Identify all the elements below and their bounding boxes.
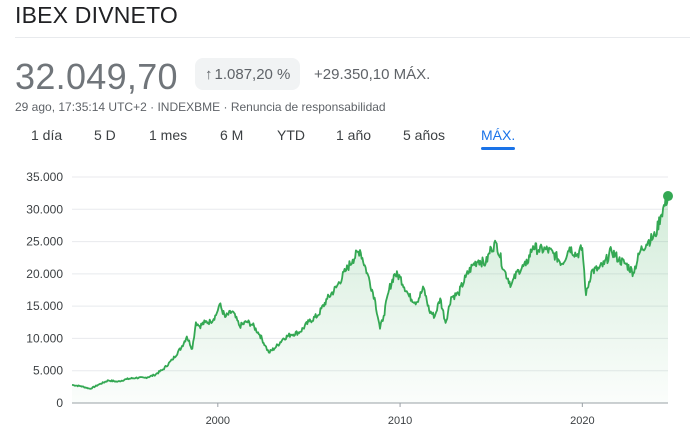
price-area	[72, 196, 668, 403]
y-tick-label: 30.000	[26, 202, 63, 216]
tab-1-day[interactable]: 1 día	[31, 127, 63, 143]
x-tick-label: 2010	[388, 415, 412, 427]
change-absolute: +29.350,10 MÁX.	[314, 66, 431, 83]
header-divider	[15, 37, 690, 38]
tab-6-months[interactable]: 6 M	[220, 127, 244, 143]
tab-1-month[interactable]: 1 mes	[149, 127, 188, 143]
y-tick-label: 0	[56, 396, 63, 410]
x-tick-label: 2020	[570, 415, 594, 427]
tab-max[interactable]: MÁX.	[481, 127, 516, 150]
last-price-point	[663, 191, 673, 202]
price-chart[interactable]: 0 5.000 10.000 15.000 20.000 25.000 30.000 35.0…	[0, 160, 690, 431]
y-tick-label: 15.000	[26, 299, 63, 313]
y-tick-label: 10.000	[26, 331, 63, 345]
quote-exchange: INDEXBME	[157, 100, 221, 114]
tab-ytd[interactable]: YTD	[277, 127, 305, 143]
x-axis: 2000 2010 2020	[206, 403, 595, 427]
quote-timestamp: 29 ago, 17:35:14 UTC+2	[15, 100, 147, 114]
change-percent-value: 1.087,20 %	[214, 65, 291, 83]
page-title: IBEX DIVNETO	[15, 2, 179, 28]
change-percent-badge: ↑ 1.087,20 %	[195, 58, 301, 90]
disclaimer-link[interactable]: Renuncia de responsabilidad	[230, 100, 386, 114]
tab-1-year[interactable]: 1 año	[336, 127, 372, 143]
y-tick-label: 5.000	[33, 364, 63, 378]
price-line	[71, 195, 669, 390]
meta-separator: ·	[223, 100, 231, 114]
current-price: 32.049,70	[15, 56, 178, 97]
tab-5-days[interactable]: 5 D	[94, 127, 116, 143]
x-tick-label: 2000	[206, 415, 230, 427]
meta-separator: ·	[150, 100, 158, 114]
y-tick-label: 20.000	[26, 267, 63, 281]
y-tick-label: 25.000	[26, 235, 63, 249]
arrow-up-icon: ↑	[205, 65, 213, 83]
tab-5-years[interactable]: 5 años	[403, 127, 446, 143]
range-tabs: 1 día 5 D 1 mes 6 M YTD 1 año 5 años MÁX…	[0, 127, 690, 151]
quote-meta: 29 ago, 17:35:14 UTC+2 · INDEXBME · Renu…	[15, 100, 386, 114]
y-axis: 0 5.000 10.000 15.000 20.000 25.000 30.000 35.0…	[26, 170, 63, 410]
y-tick-label: 35.000	[26, 170, 63, 184]
